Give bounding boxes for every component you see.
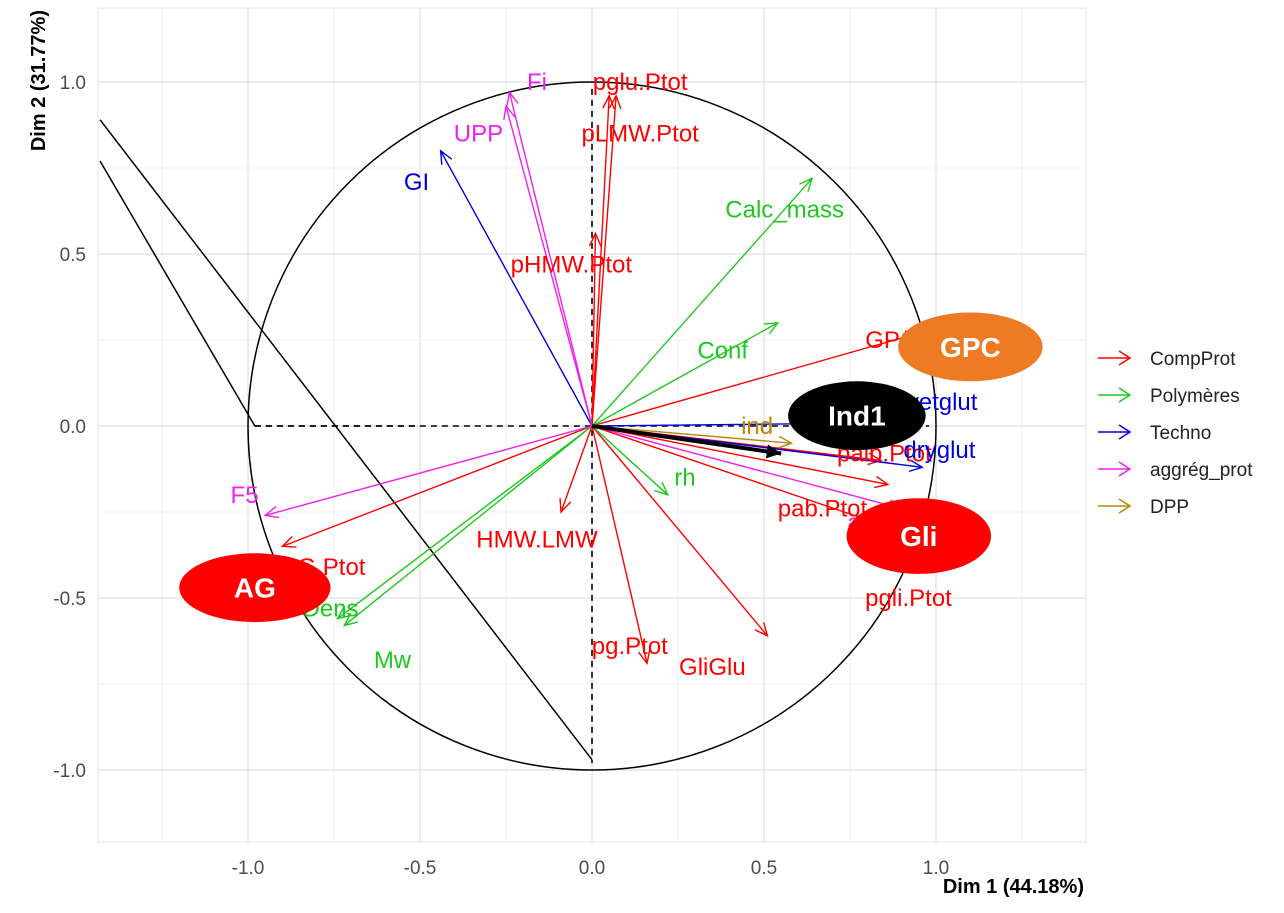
vector-label: Calc_mass: [725, 196, 844, 223]
vector-label: rh: [674, 465, 695, 492]
x-tick-label: -0.5: [404, 858, 437, 879]
highlight-GPC: GPC: [898, 312, 1043, 382]
arrow-Fi: [506, 90, 593, 427]
arrow-rh: [591, 425, 669, 496]
variable-arrows: [263, 90, 924, 666]
legend-label: aggrég_prot: [1150, 460, 1253, 481]
legend-label: Techno: [1150, 423, 1211, 444]
legend-item-CompProt: CompProt: [1098, 349, 1236, 370]
y-tick-label: 0.5: [60, 245, 86, 266]
vector-label: pLMW.Ptot: [581, 121, 699, 148]
vector-label: HMW.LMW: [476, 527, 598, 554]
extra-line: [99, 160, 256, 427]
vector-label: ind: [741, 413, 773, 440]
arrow-pab.Ptot: [591, 425, 890, 489]
vector-label: UPP: [454, 121, 503, 148]
vector-label: Fi: [527, 69, 547, 96]
legend-item-aggrég_prot: aggrég_prot: [1098, 460, 1253, 481]
plot-panel: pglu.Ptot pLMW.Ptot pHMW.Ptot GPC pab.Ptot pg…: [99, 69, 1043, 771]
highlight-ellipses: GPC Ind1 Gli AG: [179, 312, 1043, 623]
y-tick-label: 1.0: [60, 73, 86, 94]
axis-ticks: -1.0 -0.5 0.0 0.5 1.0 -1.0 -0.5 0.0 0.5 1.0: [53, 73, 949, 879]
vector-label: pglu.Ptot: [593, 69, 688, 96]
arrow-pg.Ptot: [591, 425, 651, 666]
legend: CompProt Polymères Techno aggrég_prot DPP: [1098, 349, 1253, 518]
vector-label: GI: [404, 169, 429, 196]
y-tick-label: 0.0: [60, 417, 86, 438]
arrow-HMW.LMW: [559, 425, 593, 514]
extra-line: [99, 119, 593, 761]
arrow-pHMW.Ptot: [588, 231, 602, 427]
legend-item-Polymères: Polymères: [1098, 386, 1240, 407]
vector-label: Mw: [374, 647, 412, 674]
unit-circle: [247, 81, 937, 771]
vector-label: GliGlu: [679, 654, 746, 681]
arrow-pLMW.Ptot: [591, 94, 615, 427]
vector-label: F5: [231, 482, 259, 509]
x-axis-title: Dim 1 (44.18%): [943, 876, 1084, 898]
arrow-UPP: [503, 104, 593, 427]
legend-item-Techno: Techno: [1098, 423, 1211, 444]
x-tick-label: 0.0: [579, 858, 605, 879]
vector-label: pgli.Ptot: [865, 585, 952, 612]
highlight-label: Gli: [900, 521, 937, 552]
vector-label: pab.Ptot: [778, 496, 868, 523]
highlight-label: AG: [234, 573, 276, 604]
arrow-Ind1: [591, 424, 782, 459]
highlight-label: Ind1: [828, 401, 886, 432]
legend-label: Polymères: [1150, 386, 1240, 407]
vector-label: dryglut: [903, 437, 975, 464]
highlight-Gli: Gli: [846, 498, 992, 574]
legend-label: DPP: [1150, 497, 1189, 518]
arrow-pAG.Ptot: [280, 425, 593, 548]
vector-label: Conf: [697, 337, 748, 364]
arrow-Mw: [342, 425, 593, 627]
x-tick-label: -1.0: [232, 858, 265, 879]
y-tick-label: -0.5: [53, 589, 86, 610]
arrow-GI: [439, 149, 593, 427]
highlight-label: GPC: [940, 332, 1001, 363]
x-tick-label: 1.0: [923, 858, 949, 879]
highlight-AG: AG: [179, 553, 331, 623]
vector-label: pHMW.Ptot: [511, 251, 633, 278]
y-tick-label: -1.0: [53, 761, 86, 782]
highlight-Ind1: Ind1: [788, 381, 926, 451]
arrow-Dens: [336, 425, 593, 620]
arrow-Calc_mass: [591, 177, 814, 427]
arrow-GliGlu: [591, 425, 769, 638]
legend-item-DPP: DPP: [1098, 497, 1189, 518]
vector-label: pg.Ptot: [592, 633, 668, 660]
arrow-F5: [263, 425, 593, 519]
y-axis-title: Dim 2 (31.77%): [28, 10, 50, 151]
x-tick-label: 0.5: [751, 858, 777, 879]
extra-lines: [99, 119, 593, 761]
arrow-Conf: [591, 321, 780, 427]
legend-label: CompProt: [1150, 349, 1236, 370]
